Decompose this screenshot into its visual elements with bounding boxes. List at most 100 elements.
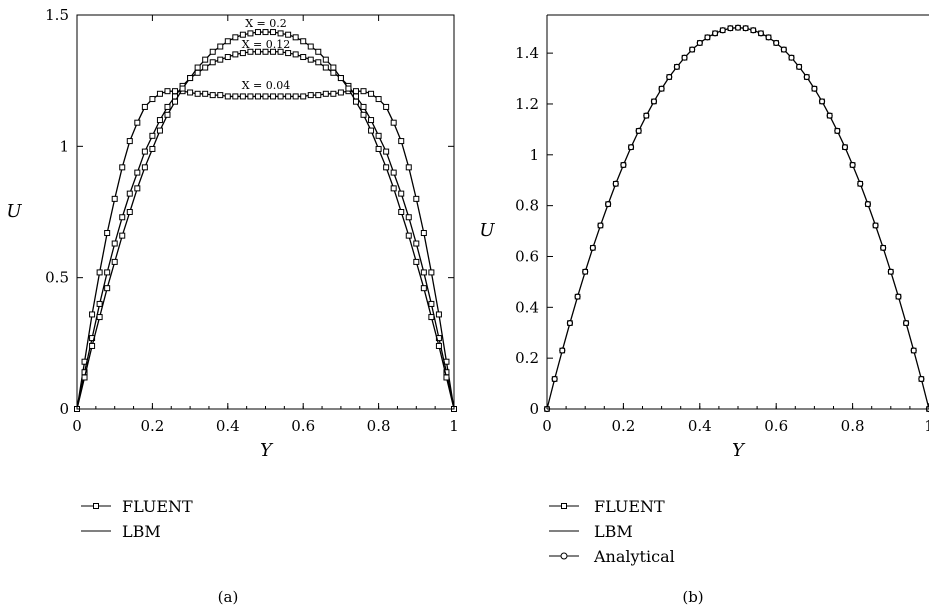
panel-a-fluent-marker-x-0-04 [292, 93, 299, 100]
panel-a-fluent-marker-x-0-12 [277, 48, 284, 55]
panel-a-fluent-marker-x-0-04 [224, 93, 231, 100]
legend-analytical-marker [560, 552, 568, 560]
annotation-x-0-12: X = 0.12 [242, 38, 291, 51]
panel-b-analytical-marker [627, 144, 635, 151]
panel-b-analytical-marker [826, 112, 833, 119]
panel-a-legend: FLUENT LBM [81, 497, 193, 541]
panel-b-y-tick-label: 1.4 [515, 44, 539, 62]
panel-b-analytical-marker [673, 63, 680, 70]
panel-a-fluent-marker-x-0-2 [126, 209, 133, 215]
legend-item-lbm-b: LBM [549, 522, 633, 541]
panel-a-fluent-marker-x-0-2 [239, 31, 246, 38]
panel-a-fluent-marker-x-0-04 [141, 103, 148, 110]
panel-a-fluent-marker-x-0-2 [172, 98, 179, 105]
panel-a-caption: (a) [218, 588, 239, 606]
panel-b-analytical-marker [711, 30, 719, 37]
panel-a-fluent-marker-x-0-04 [300, 93, 307, 100]
annotation-x-0-2: X = 0.2 [245, 17, 287, 30]
panel-a-fluent-marker-x-0-12 [428, 300, 435, 307]
legend-fluent-b-marker [561, 503, 567, 509]
panel-a-fluent-marker-x-0-2 [420, 285, 427, 292]
panel-a-fluent-marker-x-0-04 [413, 195, 420, 202]
panel-b-analytical-marker [910, 347, 917, 354]
panel-a-fluent-marker-x-0-04 [217, 92, 224, 99]
panel-a-fluent-marker-x-0-12 [202, 64, 209, 71]
panel-a-fluent-marker-x-0-04 [337, 89, 344, 96]
panel-b-y-tick-label: 1.2 [515, 95, 539, 113]
panel-b-analytical-marker [704, 34, 711, 41]
panel-a-fluent-marker-x-0-04 [360, 88, 367, 95]
panel-a-fluent-marker-x-0-04 [285, 93, 292, 100]
panel-a-x-tick-label: 0.4 [216, 417, 240, 435]
panel-a-fluent-marker-x-0-04 [375, 96, 382, 103]
panel-b-y-ticks: 0 0.2 0.4 0.6 0.8 1 1.2 1.4 [515, 44, 553, 418]
panel-a-x-axis-label: Y [260, 440, 274, 461]
panel-a-fluent-marker-x-0-04 [307, 92, 314, 99]
panel-b-analytical-marker [811, 85, 818, 92]
panel-b-x-axis-label: Y [732, 440, 746, 461]
panel-a-fluent-marker-x-0-12 [315, 59, 322, 66]
panel-a-fluent-marker-x-0-2 [352, 98, 359, 105]
panel-a-fluent-marker-x-0-2 [262, 29, 269, 36]
panel-a-fluent-marker-x-0-04 [209, 92, 216, 99]
panel-a-fluent-marker-x-0-12 [307, 56, 314, 63]
legend-fluent-b-label: FLUENT [594, 497, 665, 516]
panel-b: 00.20.40.60.81 00.20.40.60.811.21.4 Y U … [479, 14, 929, 606]
panel-a-fluent-marker-x-0-2 [428, 314, 435, 321]
panel-b-y-axis-label: U [479, 220, 495, 241]
panel-b-analytical-marker [803, 73, 810, 81]
panel-a-fluent-marker-x-0-2 [81, 374, 88, 381]
panel-b-analytical-marker [635, 127, 642, 135]
panel-b-analytical-marker [887, 268, 894, 275]
panel-a-fluent-marker-x-0-2 [300, 38, 307, 45]
panel-a-fluent-marker-x-0-12 [134, 169, 141, 176]
panel-b-y-tick-label: 1 [529, 146, 539, 164]
panel-a-y-tick-label: 0.5 [45, 269, 69, 287]
panel-b-analytical-marker [918, 375, 925, 383]
panel-b-analytical-marker [681, 54, 688, 61]
panel-a-x-tick-label: 0.2 [140, 417, 164, 435]
panel-a-fluent-marker-x-0-2 [224, 38, 231, 45]
panel-a-fluent-marker-x-0-12 [285, 50, 292, 57]
panel-a-fluent-marker-x-0-2 [315, 48, 322, 55]
annotation-x-0-04: X = 0.04 [242, 79, 291, 92]
panel-a-fluent-marker-x-0-04 [270, 93, 277, 100]
panel-b-analytical-marker [902, 319, 910, 327]
panel-b-x-tick-label: 1 [924, 417, 929, 435]
panel-a-fluent-marker-x-0-12 [232, 51, 239, 58]
panel-a-y-ticks: 0 0.5 1 1.5 [45, 6, 454, 418]
panel-a-fluent-marker-x-0-04 [194, 90, 201, 97]
panel-a-y-tick-label: 0 [59, 400, 69, 418]
panel-a-fluent-marker-x-0-12 [239, 50, 246, 57]
panel-a-fluent-marker-x-0-2 [232, 34, 239, 41]
panel-a: 0 0.2 0.4 0.6 0.8 1 0 0.5 1 1.5 Y U X = 0.2 X = … [6, 6, 458, 606]
panel-a-fluent-marker-x-0-04 [254, 93, 261, 100]
panel-a-fluent-marker-x-0-2 [292, 34, 299, 41]
panel-a-x-tick-label: 0 [72, 417, 82, 435]
panel-b-analytical-marker [864, 201, 871, 208]
panel-b-x-tick-label: 0 [542, 417, 552, 435]
panel-a-fluent-marker-x-0-12 [126, 190, 133, 197]
panel-b-y-tick-label: 0 [529, 400, 539, 418]
legend-fluent-marker [93, 503, 99, 509]
panel-a-fluent-marker-x-0-04 [156, 90, 163, 97]
panel-a-fluent-marker-x-0-2 [337, 75, 344, 82]
panel-a-fluent-marker-x-0-12 [104, 269, 111, 276]
panel-a-fluent-marker-x-0-2 [104, 285, 111, 292]
panel-b-analytical-marker [834, 127, 841, 135]
panel-a-fluent-marker-x-0-12 [262, 48, 269, 55]
panel-a-y-tick-label: 1.5 [45, 6, 69, 24]
panel-b-analytical-marker [742, 25, 749, 32]
panel-a-lbm-line-x-0-04 [76, 90, 455, 410]
panel-a-fluent-marker-x-0-04 [262, 93, 269, 100]
panel-a-fluent-marker-x-0-2 [247, 30, 254, 37]
panel-a-fluent-marker-x-0-2 [254, 29, 261, 36]
panel-a-fluent-marker-x-0-12 [420, 269, 427, 276]
panel-a-fluent-marker-x-0-12 [141, 148, 148, 155]
legend-item-lbm: LBM [81, 522, 161, 541]
legend-item-fluent-b: FLUENT [549, 497, 665, 516]
panel-a-fluent-marker-x-0-2 [156, 127, 163, 134]
panel-b-x-tick-label: 0.2 [611, 417, 635, 435]
panel-a-fluent-marker-x-0-2 [89, 342, 96, 349]
legend-lbm-label: LBM [122, 522, 161, 541]
